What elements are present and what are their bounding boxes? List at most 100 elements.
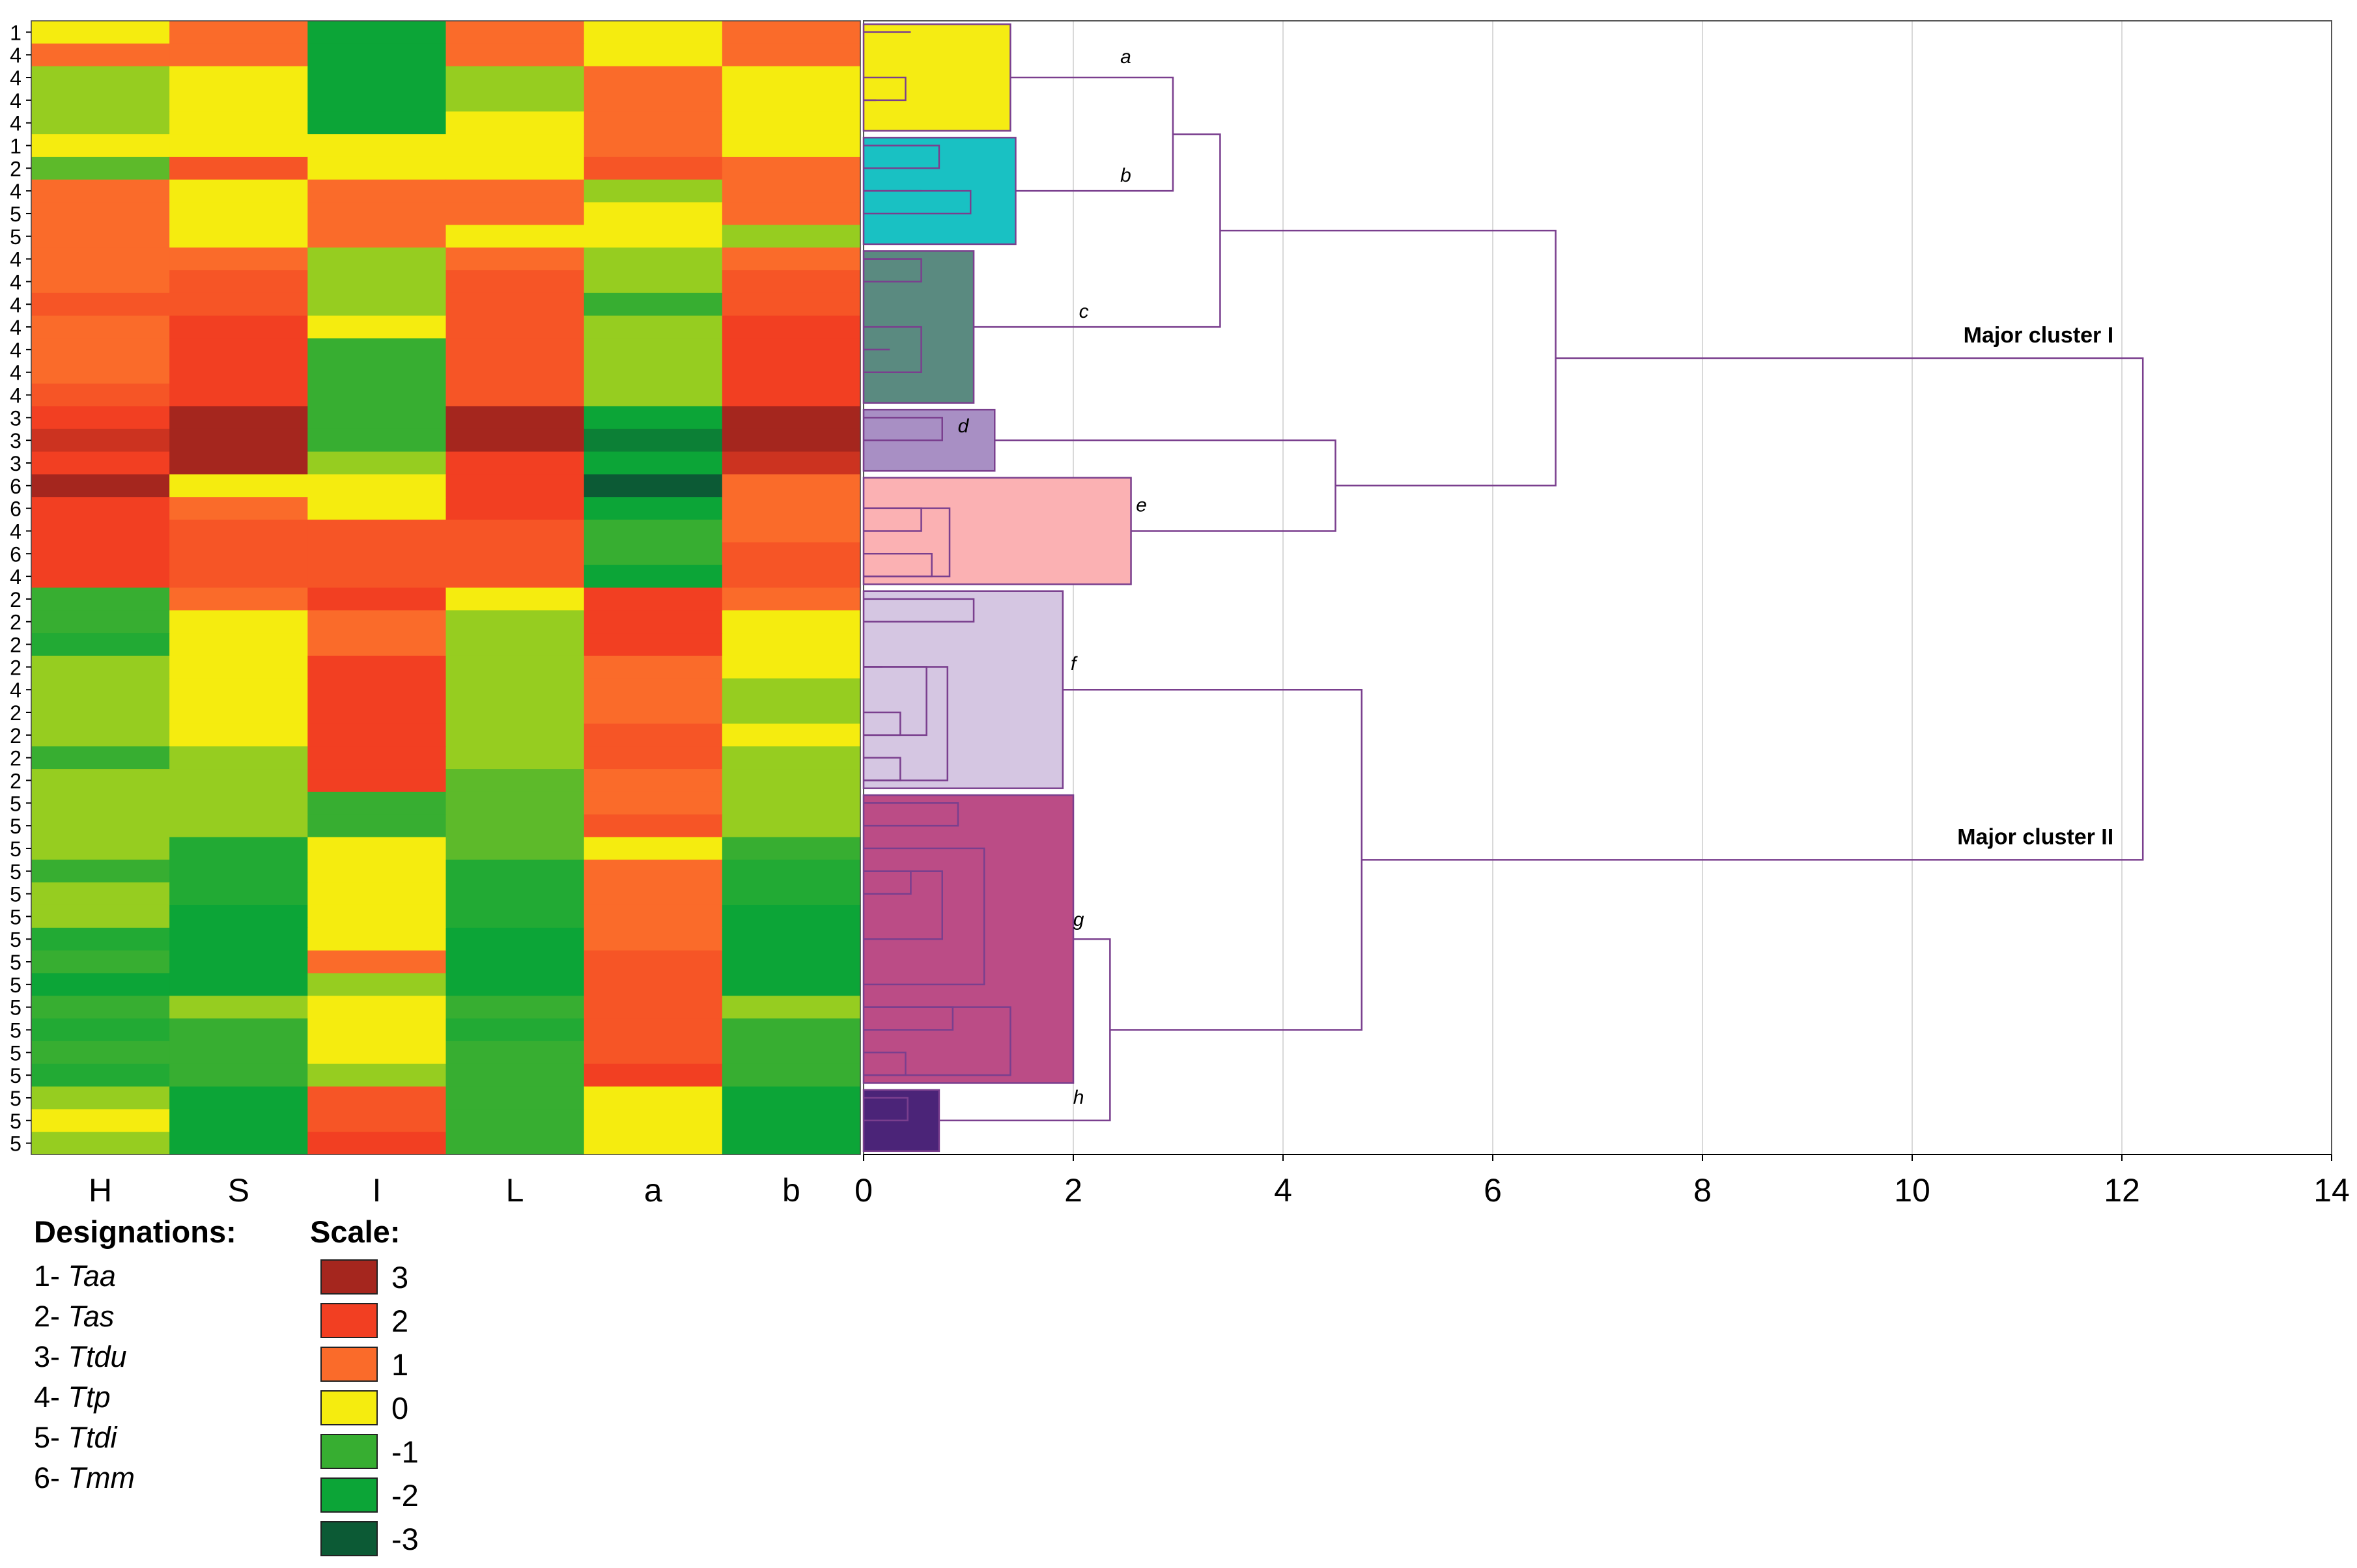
heatmap-row-label: 5 <box>10 996 21 1020</box>
heatmap-cell <box>722 587 861 611</box>
heatmap-cell <box>722 950 861 974</box>
heatmap-cell <box>445 814 585 838</box>
heatmap-row-label: 1 <box>10 21 21 44</box>
heatmap-row-label: 5 <box>10 1041 21 1065</box>
scale-value-label: -2 <box>391 1478 419 1513</box>
designation-code: 6- <box>34 1461 60 1494</box>
heatmap-cell <box>722 1109 861 1132</box>
heatmap-cell <box>31 996 170 1019</box>
scale-swatch <box>320 1477 378 1513</box>
heatmap-cell <box>31 497 170 520</box>
heatmap-cell <box>445 565 585 589</box>
heatmap-cell <box>31 292 170 316</box>
heatmap-cell <box>445 610 585 634</box>
heatmap-cell <box>722 202 861 225</box>
heatmap-cell <box>31 860 170 883</box>
heatmap-column-label: a <box>644 1172 662 1209</box>
heatmap-cell <box>31 428 170 453</box>
heatmap-row-label: 4 <box>10 565 21 589</box>
heatmap-cell <box>307 701 447 725</box>
heatmap-cell <box>169 701 308 725</box>
heatmap-cell <box>31 973 170 996</box>
cluster-f-subbranch <box>864 711 901 736</box>
heatmap-cell <box>445 428 585 453</box>
heatmap-cell <box>722 904 861 929</box>
heatmap-cell <box>169 202 308 225</box>
designation-item: 4- Ttp <box>34 1380 111 1414</box>
heatmap-cell <box>307 21 447 44</box>
heatmap-cell <box>169 497 308 520</box>
heatmap-row-label: 1 <box>10 135 21 158</box>
designation-item: 5- Ttdi <box>34 1421 119 1454</box>
heatmap-cell <box>445 1086 585 1110</box>
scale-swatch <box>320 1303 378 1338</box>
heatmap-cell <box>31 701 170 725</box>
heatmap-cell <box>584 428 723 453</box>
heatmap-cell <box>445 89 585 112</box>
heatmap-cell <box>445 384 585 407</box>
heatmap-cell <box>584 43 723 67</box>
scale-value-label: 0 <box>391 1391 408 1425</box>
heatmap-cell <box>445 791 585 815</box>
heatmap-cell <box>722 66 861 90</box>
heatmap-cell <box>722 384 861 407</box>
heatmap-row-label: 5 <box>10 928 21 951</box>
heatmap-cell <box>169 156 308 180</box>
heatmap-cell <box>307 678 447 702</box>
scale-title: Scale: <box>310 1214 400 1249</box>
heatmap-cell <box>169 633 308 656</box>
designations-legend: Designations: 1- Taa 2- Tas 3- Ttdu 4- T… <box>34 1214 236 1494</box>
heatmap-cell <box>722 292 861 316</box>
heatmap-cell <box>169 21 308 44</box>
heatmap-cell <box>584 927 723 951</box>
heatmap-cell <box>31 655 170 679</box>
cluster-label-a: a <box>1120 46 1131 68</box>
heatmap-cell <box>445 520 585 543</box>
heatmap-cell <box>31 156 170 180</box>
heatmap-row-label: 4 <box>10 112 21 135</box>
heatmap-cell <box>584 497 723 520</box>
heatmap-cell <box>169 587 308 611</box>
heatmap-cell <box>169 1018 308 1042</box>
heatmap-cell <box>31 678 170 702</box>
heatmap-cell <box>445 633 585 656</box>
heatmap-cell <box>584 202 723 225</box>
heatmap-row-label: 2 <box>10 656 21 679</box>
heatmap-cell <box>584 587 723 611</box>
heatmap-cell <box>31 610 170 634</box>
heatmap-cell <box>722 1086 861 1110</box>
heatmap-cell <box>31 837 170 860</box>
heatmap-cell <box>307 225 447 248</box>
svg-text:3- Ttdu: 3- Ttdu <box>34 1340 127 1373</box>
designation-item: 1- Taa <box>34 1259 116 1293</box>
cluster-g-subbranch <box>864 1006 954 1031</box>
heatmap-row-label: 4 <box>10 180 21 203</box>
designation-code: 3- <box>34 1340 60 1373</box>
heatmap-cell <box>307 406 447 430</box>
heatmap-cell <box>31 927 170 951</box>
x-axis-tick-label: 12 <box>2104 1172 2140 1209</box>
heatmap-cell <box>169 882 308 906</box>
heatmap-cell <box>31 225 170 248</box>
heatmap-cell <box>307 111 447 135</box>
heatmap-cell <box>31 520 170 543</box>
heatmap-row-label: 2 <box>10 724 21 748</box>
heatmap-cell <box>169 520 308 543</box>
heatmap-cell <box>584 134 723 158</box>
heatmap-cells <box>31 20 861 1155</box>
heatmap-cell <box>31 1109 170 1132</box>
heatmap-cell <box>584 406 723 430</box>
heatmap-cell <box>722 542 861 566</box>
heatmap-cell <box>584 814 723 838</box>
heatmap-cell <box>445 996 585 1019</box>
heatmap-cell <box>307 43 447 67</box>
heatmap-cell <box>307 791 447 815</box>
heatmap-cell <box>307 66 447 90</box>
major-cluster-label: Major cluster II <box>1957 824 2113 849</box>
heatmap-cell <box>307 769 447 792</box>
designation-name: Ttp <box>68 1380 111 1414</box>
heatmap-row-label: 5 <box>10 860 21 884</box>
cluster-b-subbranch <box>864 145 940 169</box>
heatmap-cell <box>584 655 723 679</box>
heatmap-cell <box>31 451 170 475</box>
